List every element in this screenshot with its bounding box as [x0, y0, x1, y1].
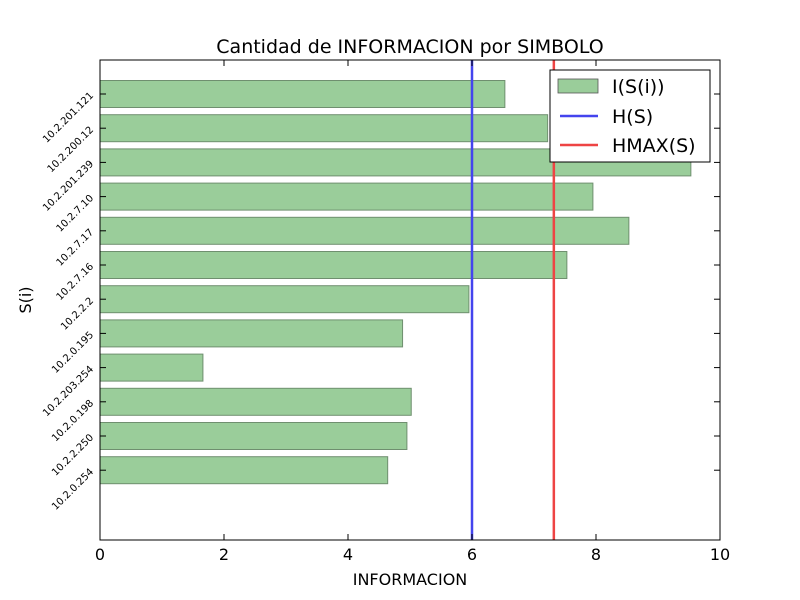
x-ticks-group: 0 2 4 6 8 10 [95, 60, 730, 564]
category-label: 10.2.2.2 [59, 296, 96, 333]
x-tick-label: 8 [591, 545, 601, 564]
x-tick-label: 6 [467, 545, 477, 564]
category-labels-group: 10.2.201.12110.2.200.1210.2.201.23910.2.… [41, 90, 96, 512]
legend-label-bars: I(S(i)) [612, 76, 665, 98]
bar [99, 251, 568, 279]
legend-swatch-bars [557, 78, 599, 94]
bar [99, 216, 630, 245]
y-axis-title: S(i) [16, 286, 35, 313]
legend: I(S(i)) H(S) HMAX(S) [549, 69, 711, 163]
chart-title: Cantidad de INFORMACION por SIMBOLO [216, 36, 603, 58]
legend-label-max-entropy: HMAX(S) [612, 135, 696, 157]
bar [99, 456, 389, 485]
x-axis-title: INFORMACION [353, 570, 468, 589]
x-tick-label: 4 [343, 545, 353, 564]
bar [99, 80, 506, 108]
bar [99, 114, 549, 143]
legend-label-entropy: H(S) [612, 106, 653, 128]
plot-frame [99, 59, 721, 541]
bar [99, 422, 408, 450]
bar [99, 182, 594, 211]
bar [99, 387, 412, 416]
y-ticks-group [100, 93, 720, 471]
bar [99, 319, 404, 348]
x-tick-label: 2 [219, 545, 229, 564]
x-tick-label: 10 [710, 545, 730, 564]
bar [99, 285, 470, 314]
bar [99, 353, 204, 382]
x-tick-label: 0 [95, 545, 105, 564]
